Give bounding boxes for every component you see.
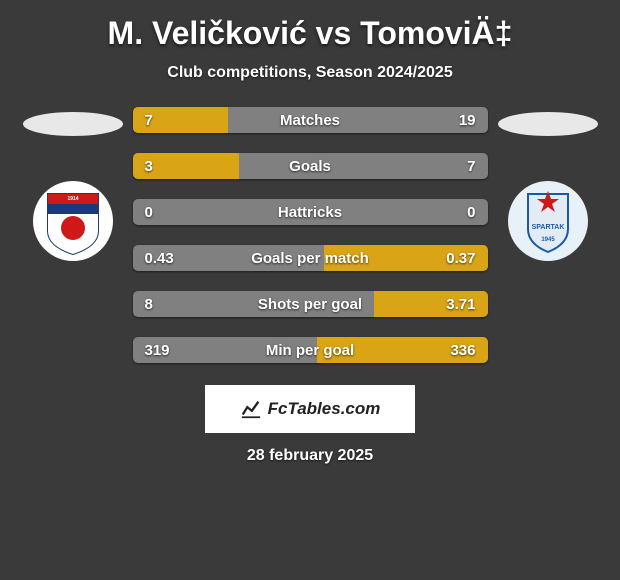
footer-date: 28 february 2025 [247, 447, 373, 465]
stat-right-value: 0 [467, 204, 475, 221]
svg-text:1945: 1945 [541, 237, 555, 243]
content-row: 1914 7 Matches 19 3 Goals 7 0 Hattricks 0 0.43 Goa… [0, 107, 620, 363]
stat-left-value: 7 [145, 112, 153, 129]
stat-right-value: 3.71 [446, 296, 475, 313]
stat-row: 7 Matches 19 [133, 107, 488, 133]
stat-label: Goals [289, 158, 331, 175]
stat-label: Matches [280, 112, 340, 129]
left-side: 1914 [13, 107, 133, 261]
stat-left-value: 0.43 [145, 250, 174, 267]
stat-right-value: 0.37 [446, 250, 475, 267]
stat-left-value: 319 [145, 342, 170, 359]
comparison-card: M. Veličković vs TomoviÄ‡ Club competiti… [0, 0, 620, 465]
stat-right-value: 7 [467, 158, 475, 175]
chart-icon [240, 398, 262, 420]
spartak-shield-icon: SPARTAK 1945 [523, 189, 573, 254]
stat-label: Goals per match [251, 250, 369, 267]
footer-brand-text: FcTables.com [268, 399, 381, 419]
spartak-logo: SPARTAK 1945 [508, 181, 588, 261]
stat-left-value: 3 [145, 158, 153, 175]
stat-row: 0 Hattricks 0 [133, 199, 488, 225]
right-side: SPARTAK 1945 [488, 107, 608, 261]
subtitle: Club competitions, Season 2024/2025 [167, 64, 452, 82]
stat-row: 319 Min per goal 336 [133, 337, 488, 363]
stat-row: 0.43 Goals per match 0.37 [133, 245, 488, 271]
stat-left-value: 8 [145, 296, 153, 313]
page-title: M. Veličković vs TomoviÄ‡ [108, 15, 513, 52]
svg-text:1914: 1914 [67, 196, 78, 202]
stat-label: Shots per goal [258, 296, 362, 313]
stat-left-value: 0 [145, 204, 153, 221]
stat-row: 8 Shots per goal 3.71 [133, 291, 488, 317]
right-player-oval [498, 112, 598, 136]
stat-right-value: 19 [459, 112, 476, 129]
stats-column: 7 Matches 19 3 Goals 7 0 Hattricks 0 0.43 Goals pe… [133, 107, 488, 363]
left-player-oval [23, 112, 123, 136]
vojvodina-shield-icon: 1914 [43, 186, 103, 256]
stat-label: Hattricks [278, 204, 342, 221]
svg-text:SPARTAK: SPARTAK [531, 224, 564, 231]
stat-row: 3 Goals 7 [133, 153, 488, 179]
stat-right-value: 336 [450, 342, 475, 359]
vojvodina-logo: 1914 [33, 181, 113, 261]
footer-banner[interactable]: FcTables.com [205, 385, 415, 433]
stat-label: Min per goal [266, 342, 354, 359]
